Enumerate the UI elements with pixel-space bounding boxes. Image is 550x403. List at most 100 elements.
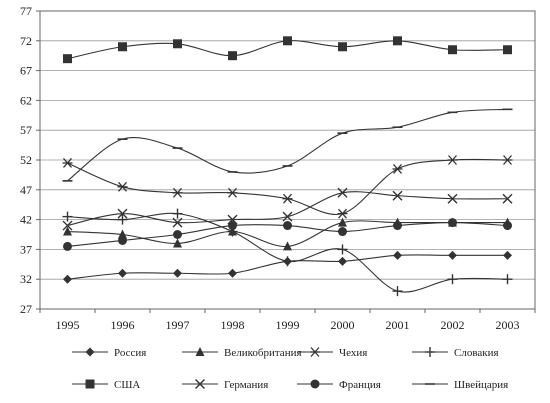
data-point-0-3 — [228, 268, 237, 278]
legend-item-5: Германия — [182, 379, 268, 391]
x-tick-label: 2000 — [331, 318, 355, 332]
legend-marker-6 — [310, 379, 320, 389]
legend-marker-3 — [425, 347, 435, 357]
data-point-2-7 — [447, 155, 458, 165]
data-point-0-8 — [503, 250, 512, 260]
legend-item-7: Швейцария — [412, 379, 508, 391]
x-axis: 1995 1996 1997 1998 1999 2000 2001 2002 2003 — [39, 309, 536, 332]
data-point-6-1 — [118, 235, 127, 245]
legend-label: Германия — [224, 379, 268, 391]
data-point-5-2 — [172, 217, 183, 228]
data-point-1-2 — [173, 238, 182, 248]
data-point-1-5 — [338, 217, 347, 227]
legend-label: США — [114, 379, 140, 391]
legend-marker-2 — [310, 347, 320, 357]
x-tick-label: 1997 — [166, 318, 190, 332]
data-point-4-0 — [63, 54, 72, 64]
legend-label: Словакия — [454, 347, 499, 359]
data-point-4-5 — [338, 42, 347, 52]
y-tick-label: 52 — [20, 153, 32, 167]
data-point-3-8 — [502, 274, 513, 285]
data-point-2-2 — [172, 187, 183, 198]
data-point-0-7 — [448, 250, 457, 260]
data-point-4-1 — [118, 42, 127, 52]
y-tick-label: 47 — [20, 183, 32, 197]
y-tick-label: 77 — [20, 4, 32, 18]
legend-label: Чехия — [339, 347, 367, 359]
legend-item-2: Чехия — [297, 347, 367, 359]
data-point-4-4 — [283, 36, 292, 46]
data-point-0-6 — [393, 250, 402, 260]
data-point-4-8 — [503, 45, 512, 55]
data-point-5-7 — [447, 193, 458, 204]
legend-item-1: Великобритания — [182, 347, 302, 359]
data-point-2-4 — [282, 193, 293, 204]
legend-item-0: Россия — [72, 347, 146, 359]
data-point-5-4 — [282, 211, 293, 222]
data-point-1-4 — [283, 241, 292, 251]
data-point-6-3 — [228, 221, 237, 231]
legend-item-3: Словакия — [412, 347, 499, 359]
legend-marker-1 — [195, 347, 205, 356]
data-point-3-4 — [282, 256, 293, 267]
data-point-2-8 — [502, 155, 513, 165]
data-point-6-6 — [393, 221, 402, 231]
y-tick-label: 27 — [20, 302, 32, 316]
legend-item-6: Франция — [297, 379, 381, 391]
data-point-3-2 — [172, 208, 183, 219]
data-point-4-7 — [448, 45, 457, 55]
data-point-0-5 — [338, 256, 347, 266]
series-line-7 — [67, 108, 508, 182]
legend-item-4: США — [72, 379, 140, 391]
data-point-0-1 — [118, 268, 127, 278]
data-point-5-6 — [392, 190, 403, 201]
series-markers — [62, 36, 513, 297]
x-tick-label: 2003 — [496, 318, 520, 332]
data-point-3-1 — [117, 214, 128, 225]
data-point-5-1 — [117, 208, 128, 219]
data-point-5-5 — [337, 187, 348, 198]
x-tick-label: 1995 — [56, 318, 80, 332]
x-tick-label: 1996 — [111, 318, 135, 332]
data-point-6-7 — [448, 218, 457, 228]
y-tick-label: 57 — [20, 123, 32, 137]
y-tick-label: 37 — [20, 242, 32, 256]
data-point-3-6 — [392, 286, 403, 297]
y-tick-label: 67 — [20, 64, 32, 78]
data-point-0-0 — [63, 274, 72, 284]
legend-label: Франция — [339, 379, 381, 391]
data-point-5-8 — [502, 193, 513, 204]
data-point-2-0 — [62, 158, 73, 168]
legend: Россия Великобритания Чехия Словакия США Герм… — [72, 347, 508, 391]
data-point-6-2 — [173, 230, 182, 239]
data-point-5-0 — [62, 220, 73, 231]
y-axis: 27 32 37 42 47 52 57 62 67 72 77 — [20, 4, 40, 316]
y-tick-label: 72 — [20, 34, 32, 48]
x-tick-label: 2001 — [386, 318, 410, 332]
x-tick-label: 2002 — [441, 318, 465, 332]
x-tick-label: 1998 — [221, 318, 245, 332]
data-point-6-4 — [283, 221, 292, 231]
legend-marker-5 — [195, 379, 205, 389]
data-point-2-5 — [337, 208, 348, 219]
data-point-2-3 — [227, 187, 238, 198]
data-point-6-5 — [338, 227, 347, 237]
x-tick-label: 1999 — [276, 318, 300, 332]
data-point-1-1 — [118, 229, 127, 239]
data-point-0-2 — [173, 268, 182, 278]
legend-label: Великобритания — [224, 347, 302, 359]
data-point-3-7 — [447, 274, 458, 285]
data-point-1-0 — [63, 226, 72, 236]
y-tick-label: 32 — [20, 272, 32, 286]
legend-marker-4 — [85, 379, 95, 389]
data-point-4-2 — [173, 39, 182, 49]
data-point-3-5 — [337, 244, 348, 255]
data-point-6-8 — [503, 221, 512, 231]
data-point-6-0 — [63, 241, 72, 251]
data-point-3-0 — [62, 211, 73, 222]
legend-label: Швейцария — [454, 379, 508, 391]
data-point-4-3 — [228, 51, 237, 61]
series-line-5 — [67, 191, 508, 227]
y-tick-label: 42 — [20, 213, 32, 227]
